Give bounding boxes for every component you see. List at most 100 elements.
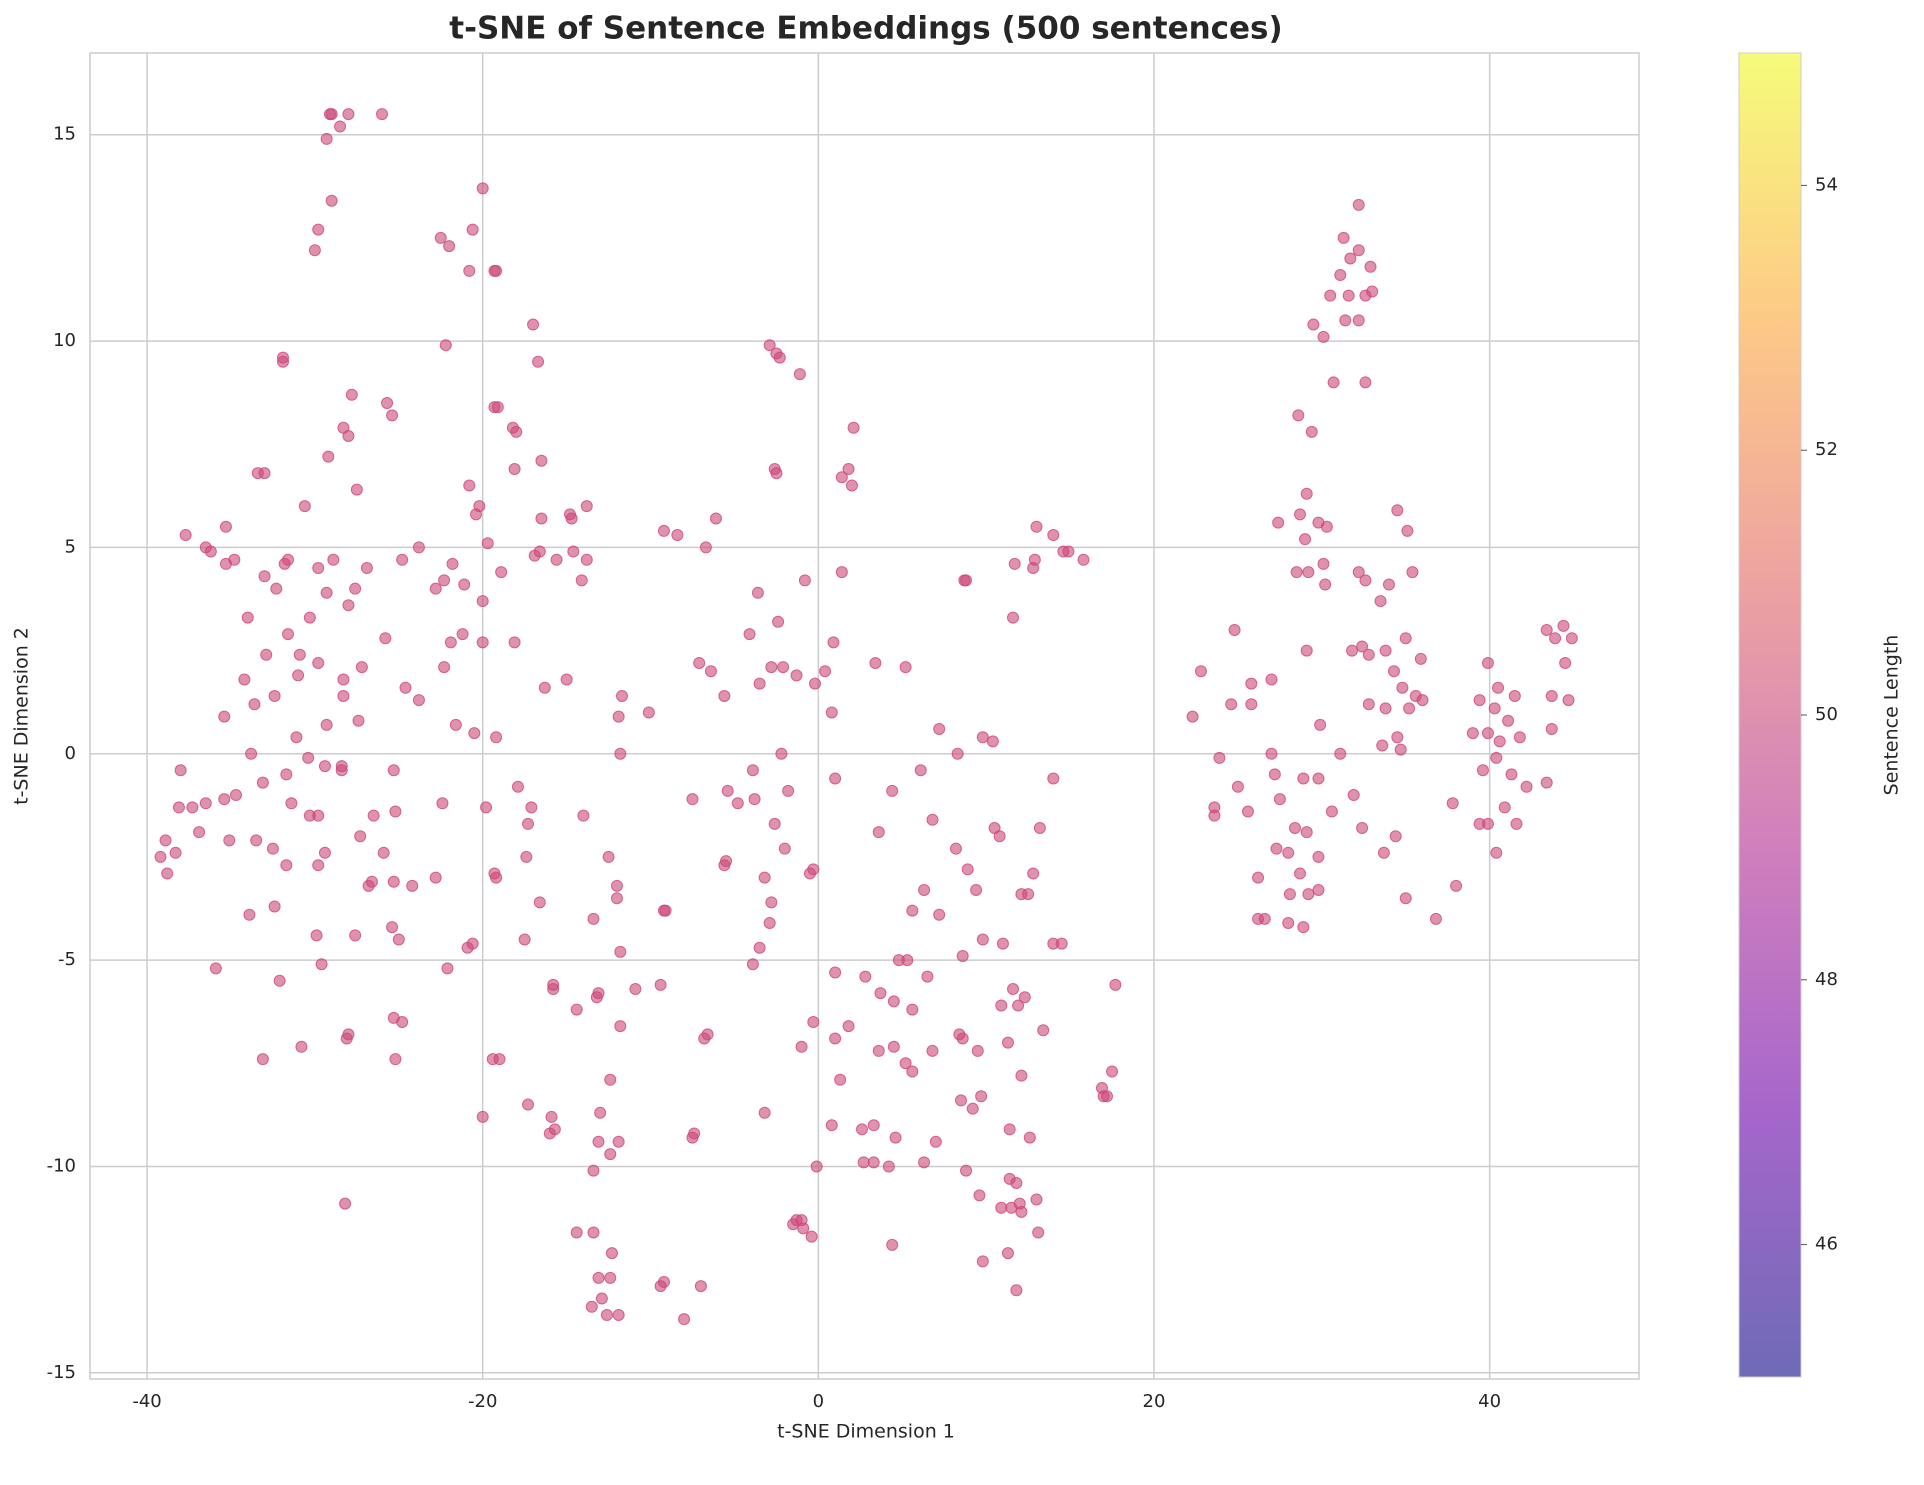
point <box>1387 665 1400 678</box>
point <box>805 1230 818 1243</box>
point <box>1374 595 1387 608</box>
point <box>1290 566 1303 579</box>
point <box>379 632 392 645</box>
point <box>1352 566 1365 579</box>
point <box>179 529 192 542</box>
point <box>1476 764 1489 777</box>
point <box>1047 529 1060 542</box>
point <box>458 578 471 591</box>
point <box>1010 1284 1023 1297</box>
point <box>1362 698 1375 711</box>
point <box>159 834 172 847</box>
point <box>1520 780 1533 793</box>
point <box>518 933 531 946</box>
point <box>970 883 983 896</box>
point <box>709 512 722 525</box>
point <box>565 512 578 525</box>
point <box>1312 883 1325 896</box>
point <box>580 500 593 513</box>
point <box>154 850 167 863</box>
point <box>793 368 806 381</box>
point <box>602 850 615 863</box>
point <box>614 1020 627 1033</box>
point <box>243 908 256 921</box>
point <box>835 471 848 484</box>
point <box>466 937 479 950</box>
point <box>869 656 882 669</box>
point <box>268 689 281 702</box>
point <box>886 1238 899 1251</box>
point <box>510 425 523 438</box>
point <box>320 586 333 599</box>
point <box>1513 731 1526 744</box>
point <box>491 401 504 414</box>
point <box>1377 846 1390 859</box>
point <box>642 706 655 719</box>
point <box>1362 648 1375 661</box>
point <box>807 1016 820 1029</box>
point <box>1010 1176 1023 1189</box>
point <box>434 231 447 244</box>
point <box>1186 710 1199 723</box>
point <box>671 529 684 542</box>
point <box>595 1292 608 1305</box>
point <box>1292 409 1305 422</box>
point <box>899 661 912 674</box>
point <box>701 1028 714 1041</box>
point <box>901 954 914 967</box>
point <box>386 921 399 934</box>
point <box>1272 516 1285 529</box>
point <box>956 949 969 962</box>
point <box>688 1127 701 1140</box>
point <box>278 557 291 570</box>
point <box>386 409 399 422</box>
point <box>1231 780 1244 793</box>
point <box>996 937 1009 950</box>
point <box>1319 578 1332 591</box>
point <box>1379 702 1392 715</box>
point <box>1549 632 1562 645</box>
point <box>508 463 521 475</box>
point <box>1015 1069 1028 1082</box>
point <box>610 879 623 892</box>
point <box>694 1280 707 1293</box>
point <box>312 223 325 236</box>
point <box>678 1313 691 1326</box>
point <box>1314 718 1327 731</box>
point <box>436 797 449 810</box>
point <box>204 545 217 558</box>
point <box>1502 714 1515 727</box>
point <box>1012 999 1025 1012</box>
point <box>1293 508 1306 521</box>
point <box>169 846 182 859</box>
point <box>476 182 489 195</box>
point <box>1307 318 1320 331</box>
point <box>238 673 251 686</box>
point <box>476 636 489 649</box>
point <box>976 1255 989 1268</box>
point <box>933 908 946 921</box>
point <box>1401 524 1414 537</box>
point <box>772 615 785 628</box>
point <box>995 1201 1008 1214</box>
chart-title: t-SNE of Sentence Embeddings (500 senten… <box>449 11 1282 47</box>
point <box>342 108 355 121</box>
point <box>753 677 766 690</box>
point <box>230 789 243 802</box>
point <box>1018 991 1031 1004</box>
colorbar-label: Sentence Length <box>1881 635 1903 796</box>
y-tick-label: -5 <box>58 949 76 970</box>
point <box>245 747 258 760</box>
point <box>1324 289 1337 302</box>
point <box>495 566 508 579</box>
point <box>960 1164 973 1177</box>
point <box>335 764 348 777</box>
x-tick-label: 0 <box>813 1391 824 1412</box>
point <box>614 945 627 958</box>
point <box>527 318 540 331</box>
point <box>778 842 791 855</box>
point <box>340 1032 353 1045</box>
point <box>906 904 919 917</box>
point <box>488 867 501 880</box>
